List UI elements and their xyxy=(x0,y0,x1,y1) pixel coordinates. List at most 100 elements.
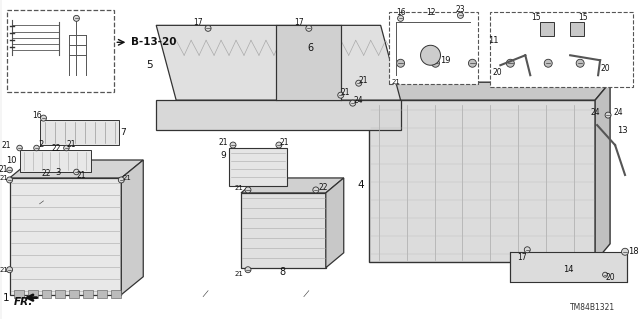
Text: FR.: FR. xyxy=(13,297,33,307)
Text: 21: 21 xyxy=(218,137,228,146)
Polygon shape xyxy=(56,290,65,298)
Circle shape xyxy=(74,15,79,21)
Text: 15: 15 xyxy=(579,13,588,22)
Text: 3: 3 xyxy=(56,168,61,177)
Circle shape xyxy=(544,59,552,67)
Text: 20: 20 xyxy=(493,68,502,77)
Text: 20: 20 xyxy=(605,273,615,282)
Polygon shape xyxy=(83,290,93,298)
Text: 21: 21 xyxy=(341,88,351,97)
Text: 17: 17 xyxy=(294,18,303,27)
Polygon shape xyxy=(156,25,401,100)
Text: 21: 21 xyxy=(123,175,132,181)
Bar xyxy=(490,12,633,87)
Circle shape xyxy=(63,145,69,151)
Text: 17: 17 xyxy=(518,253,527,262)
Text: 1: 1 xyxy=(3,293,10,303)
Circle shape xyxy=(276,142,282,148)
Text: 5: 5 xyxy=(146,60,152,70)
Text: B-13-20: B-13-20 xyxy=(131,37,177,47)
Text: 12: 12 xyxy=(426,8,435,17)
Circle shape xyxy=(245,267,251,273)
Circle shape xyxy=(118,177,124,183)
Circle shape xyxy=(205,25,211,31)
Text: 2: 2 xyxy=(39,139,44,149)
Circle shape xyxy=(431,59,440,67)
Circle shape xyxy=(245,187,251,193)
Circle shape xyxy=(306,25,312,31)
Text: 15: 15 xyxy=(531,13,541,22)
Polygon shape xyxy=(13,290,24,298)
Text: 17: 17 xyxy=(193,18,203,27)
Polygon shape xyxy=(10,160,143,178)
Circle shape xyxy=(506,59,515,67)
Polygon shape xyxy=(510,252,627,282)
Polygon shape xyxy=(156,100,401,130)
Text: 21: 21 xyxy=(67,139,76,149)
Text: 21: 21 xyxy=(0,166,8,174)
Text: TM84B1321: TM84B1321 xyxy=(570,303,615,312)
Polygon shape xyxy=(10,178,122,295)
Text: 22: 22 xyxy=(52,144,61,152)
Polygon shape xyxy=(42,290,51,298)
Bar xyxy=(229,148,287,186)
Circle shape xyxy=(397,59,404,67)
Circle shape xyxy=(605,112,611,118)
Circle shape xyxy=(349,100,356,106)
Circle shape xyxy=(468,59,476,67)
Circle shape xyxy=(7,167,12,173)
Text: 13: 13 xyxy=(617,126,627,135)
Circle shape xyxy=(603,272,607,277)
Polygon shape xyxy=(369,100,595,262)
Text: 21: 21 xyxy=(279,137,289,146)
Polygon shape xyxy=(122,160,143,295)
Bar xyxy=(388,12,479,84)
Text: 22: 22 xyxy=(318,183,328,192)
Circle shape xyxy=(458,12,463,19)
Bar xyxy=(6,11,115,92)
Polygon shape xyxy=(369,82,610,100)
Text: 24: 24 xyxy=(354,96,364,105)
Polygon shape xyxy=(276,25,340,100)
Text: 21: 21 xyxy=(235,185,243,191)
Circle shape xyxy=(17,145,22,151)
Polygon shape xyxy=(28,290,38,298)
Text: 22: 22 xyxy=(42,169,51,178)
Text: 16: 16 xyxy=(396,8,405,17)
Polygon shape xyxy=(595,82,610,262)
Polygon shape xyxy=(326,178,344,268)
Text: 19: 19 xyxy=(440,56,451,65)
Polygon shape xyxy=(241,178,344,193)
Circle shape xyxy=(34,145,39,151)
Polygon shape xyxy=(97,290,108,298)
Text: 10: 10 xyxy=(6,157,17,166)
Text: 21: 21 xyxy=(235,271,243,277)
Text: 21: 21 xyxy=(2,141,12,150)
Circle shape xyxy=(40,115,47,121)
Text: 21: 21 xyxy=(77,171,86,181)
Text: 14: 14 xyxy=(563,265,573,274)
Text: 16: 16 xyxy=(32,111,42,120)
Text: 18: 18 xyxy=(628,247,638,256)
Circle shape xyxy=(6,177,13,183)
Circle shape xyxy=(397,15,404,21)
Polygon shape xyxy=(241,193,326,268)
Text: 24: 24 xyxy=(613,108,623,117)
Text: 11: 11 xyxy=(488,36,499,45)
Text: 20: 20 xyxy=(600,64,610,73)
Text: 9: 9 xyxy=(220,151,226,160)
Bar xyxy=(540,22,554,36)
Text: 8: 8 xyxy=(280,267,286,277)
Polygon shape xyxy=(69,290,79,298)
Text: 21: 21 xyxy=(359,76,369,85)
Text: 6: 6 xyxy=(308,43,314,53)
Circle shape xyxy=(356,80,362,86)
Circle shape xyxy=(230,142,236,148)
Circle shape xyxy=(524,247,531,253)
Circle shape xyxy=(74,169,79,175)
Text: 21: 21 xyxy=(0,267,8,273)
Bar xyxy=(570,22,584,36)
Bar xyxy=(40,120,119,145)
Circle shape xyxy=(576,59,584,67)
Text: 21: 21 xyxy=(391,79,400,85)
